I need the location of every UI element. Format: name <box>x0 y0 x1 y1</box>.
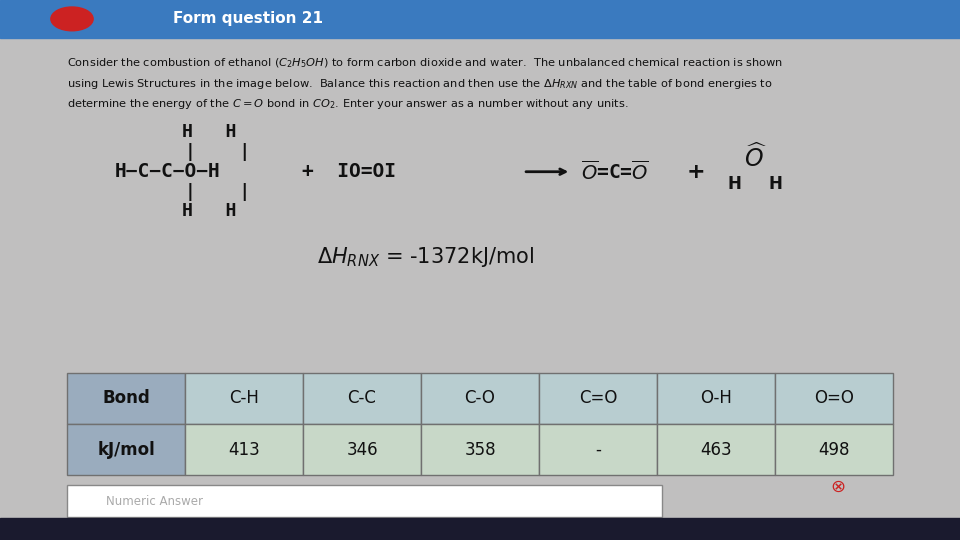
Bar <box>421 373 539 424</box>
Text: determine the energy of the $C{=}O$ bond in $CO_2$. Enter your answer as a numbe: determine the energy of the $C{=}O$ bond… <box>67 97 629 111</box>
Text: Numeric Answer: Numeric Answer <box>106 495 203 508</box>
Text: ■: ■ <box>317 524 326 534</box>
Bar <box>67 424 185 475</box>
Text: H: H <box>768 174 781 193</box>
Text: a: a <box>202 524 207 534</box>
Text: |    |: | | <box>184 183 250 201</box>
Text: ■: ■ <box>125 524 134 534</box>
Text: O-H: O-H <box>700 389 732 407</box>
Text: using Lewis Structures in the image below.  Balance this reaction and then use t: using Lewis Structures in the image belo… <box>67 77 773 91</box>
Text: C-C: C-C <box>348 389 376 407</box>
Bar <box>657 373 775 424</box>
Text: 1/7/2018: 1/7/2018 <box>883 530 921 539</box>
Bar <box>67 373 185 424</box>
Bar <box>539 424 657 475</box>
Bar <box>775 424 893 475</box>
Text: 346: 346 <box>347 441 378 458</box>
Text: +  IO=OI: + IO=OI <box>302 162 396 181</box>
Text: $\widehat{O}$: $\widehat{O}$ <box>744 143 767 172</box>
Text: Bond: Bond <box>103 389 150 407</box>
Text: $\Delta H_{RNX}$ = -1372kJ/mol: $\Delta H_{RNX}$ = -1372kJ/mol <box>317 245 534 268</box>
Text: +: + <box>686 161 705 182</box>
Bar <box>657 424 775 475</box>
Bar <box>303 424 421 475</box>
Text: O=O: O=O <box>814 389 853 407</box>
FancyBboxPatch shape <box>67 485 662 517</box>
Bar <box>421 424 539 475</box>
Text: 413: 413 <box>228 441 260 458</box>
Text: Form question 21: Form question 21 <box>173 11 323 26</box>
Text: 12:09 AM: 12:09 AM <box>883 521 923 529</box>
Bar <box>0 518 960 540</box>
Text: |    |: | | <box>184 143 250 161</box>
Text: ⊗: ⊗ <box>830 478 846 496</box>
Text: $\overline{O}$=C=$\overline{O}$: $\overline{O}$=C=$\overline{O}$ <box>581 160 649 184</box>
Text: e: e <box>86 524 92 534</box>
Text: ■: ■ <box>163 524 173 534</box>
Text: ■: ■ <box>240 524 250 534</box>
Text: H−C−C−O−H: H−C−C−O−H <box>115 162 221 181</box>
Text: ●: ● <box>355 524 364 534</box>
Text: □: □ <box>48 524 58 534</box>
Bar <box>0 0 960 38</box>
Text: 0: 0 <box>10 524 15 534</box>
Text: ■: ■ <box>394 524 403 534</box>
Text: H   H: H H <box>182 201 237 220</box>
Text: 498: 498 <box>818 441 850 458</box>
Text: 358: 358 <box>465 441 495 458</box>
Text: H   H: H H <box>182 123 237 141</box>
Bar <box>185 373 303 424</box>
Text: C-H: C-H <box>229 389 259 407</box>
Bar <box>185 424 303 475</box>
Circle shape <box>51 7 93 31</box>
Bar <box>539 373 657 424</box>
Text: -: - <box>595 441 601 458</box>
Bar <box>775 373 893 424</box>
Text: H: H <box>728 174 741 193</box>
Text: C=O: C=O <box>579 389 617 407</box>
Text: kJ/mol: kJ/mol <box>97 441 156 458</box>
Text: hp: hp <box>278 524 291 534</box>
Text: C-O: C-O <box>465 389 495 407</box>
Text: Consider the combustion of ethanol ($C_2H_5OH$) to form carbon dioxide and water: Consider the combustion of ethanol ($C_2… <box>67 57 783 70</box>
Bar <box>303 373 421 424</box>
Text: 463: 463 <box>700 441 732 458</box>
